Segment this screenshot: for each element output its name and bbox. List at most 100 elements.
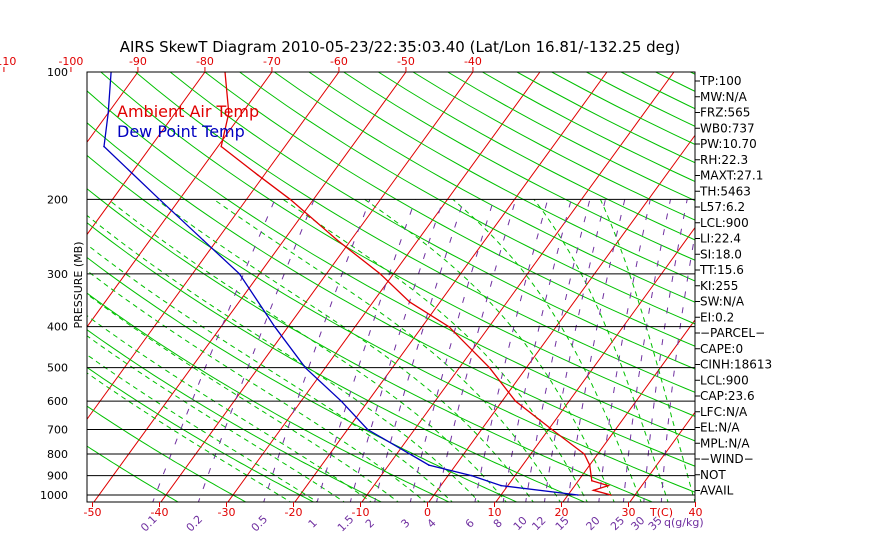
top-tick-label: -80	[196, 55, 214, 68]
mixing-ratio-unit: q(g/kg)	[664, 516, 704, 529]
bottom-temperature-ticks: -50 -40 -30 -20 -10 0 10 20 30 40	[84, 502, 702, 519]
isotherm-line	[160, 72, 474, 502]
isotherm-line	[629, 411, 695, 502]
profile-point	[336, 239, 339, 242]
isotherm-line	[227, 72, 541, 502]
temperature-profile-line	[220, 72, 612, 496]
mixing-ratio-line	[349, 199, 444, 502]
index-entry: EL:N/A	[700, 421, 740, 435]
pressure-tick-label: 800	[47, 448, 68, 461]
bottom-tick-label: -30	[218, 506, 236, 519]
dewpoint-profile-line	[103, 72, 579, 496]
index-entry: CINH:18613	[700, 358, 772, 372]
dry-adiabat-line	[87, 222, 586, 502]
index-entry: FRZ:565	[700, 106, 750, 120]
top-tick-label: -50	[397, 55, 415, 68]
isotherm-line	[294, 72, 608, 502]
bottom-tick-label: 30	[621, 506, 635, 519]
sounding-series	[103, 72, 612, 496]
moist-adiabat-line	[87, 214, 480, 502]
profile-point	[470, 474, 473, 477]
mixing-ratio-line	[436, 199, 517, 502]
pressure-tick-label: 300	[47, 268, 68, 281]
dry-adiabat-line	[87, 366, 315, 502]
dry-adiabat-line	[864, 72, 870, 504]
pressure-tick-label: 1000	[40, 489, 68, 502]
profile-point	[340, 400, 343, 403]
profile-point	[220, 145, 222, 148]
profile-point	[304, 366, 307, 369]
dry-adiabat-line	[87, 154, 695, 493]
moist-adiabat-lines	[87, 198, 695, 502]
mixing-ratio-tick-label: 12	[529, 514, 548, 533]
index-entry: −PARCEL−	[700, 326, 765, 340]
top-tick-label: -70	[263, 55, 281, 68]
profile-point	[514, 400, 517, 403]
bottom-tick-label: 40	[688, 506, 702, 519]
bottom-tick-label: -50	[84, 506, 102, 519]
mixing-ratio-line	[316, 199, 416, 502]
top-tick-label: -110	[0, 55, 16, 68]
mixing-ratio-line	[374, 199, 465, 502]
mixing-ratio-tick-label: 10	[511, 514, 530, 533]
index-entry: AVAIL	[700, 484, 734, 498]
index-entry: WB0:737	[700, 121, 755, 135]
moist-adiabat-line	[533, 198, 669, 502]
mixing-ratio-tick-label: 0.5	[249, 513, 271, 535]
mixing-ratio-line	[263, 199, 371, 502]
dry-adiabat-line	[829, 72, 870, 504]
dry-adiabat-line	[87, 405, 247, 502]
index-entry: TP:100	[699, 74, 742, 88]
profile-point	[273, 325, 276, 328]
top-tick-label: -90	[129, 55, 147, 68]
dry-adiabat-line	[87, 329, 383, 502]
profile-point	[107, 112, 109, 114]
index-entry: CAP:23.6	[700, 389, 755, 403]
grid-layer	[87, 72, 870, 504]
dry-adiabat-line	[87, 90, 695, 442]
moist-adiabat-line	[155, 198, 534, 502]
moist-adiabat-line	[364, 198, 615, 502]
dry-adiabat-line	[343, 72, 695, 261]
profile-point	[409, 301, 411, 303]
mixing-ratio-tick-label: 0.2	[184, 513, 206, 535]
bottom-tick-label: 20	[554, 506, 568, 519]
mixing-ratio-line	[525, 199, 591, 502]
mixing-ratio-line	[622, 199, 671, 502]
dry-adiabat-line	[87, 122, 695, 467]
index-entry: LI:22.4	[700, 232, 741, 246]
chart-title: AIRS SkewT Diagram 2010-05-23/22:35:03.4…	[120, 38, 681, 56]
profile-point	[103, 145, 105, 148]
top-tick-label: -40	[464, 55, 482, 68]
dry-adiabat-line	[378, 72, 695, 241]
dry-adiabat-line	[169, 72, 695, 370]
index-entry: MAXT:27.1	[700, 169, 763, 183]
pressure-tick-label: 500	[47, 362, 68, 375]
dry-adiabat-line	[760, 72, 870, 504]
profile-point	[592, 489, 595, 492]
dry-adiabat-line	[795, 72, 870, 504]
profile-point	[428, 464, 430, 466]
profile-point	[202, 239, 205, 242]
bottom-tick-label: -10	[352, 506, 370, 519]
mixing-ratio-tick-label: 2	[363, 516, 377, 530]
legend: Ambient Air Temp Dew Point Temp	[117, 102, 259, 141]
pressure-tick-label: 600	[47, 395, 68, 408]
dry-adiabat-line	[447, 72, 695, 202]
isotherm-line	[87, 72, 340, 421]
index-entry: MW:N/A	[700, 90, 748, 104]
index-entry: −WIND−	[700, 452, 754, 466]
mixing-ratio-line	[567, 199, 626, 502]
profile-point	[228, 112, 230, 114]
profile-point	[379, 273, 381, 275]
y-axis-label: PRESSURE (MB)	[72, 242, 85, 329]
top-tick-label: -100	[58, 55, 83, 68]
index-entry: RH:22.3	[700, 153, 748, 167]
moist-adiabat-line	[282, 198, 588, 502]
dry-adiabat-line	[655, 72, 695, 92]
plot-frame	[86, 71, 696, 503]
profile-point	[448, 325, 450, 328]
legend-entry-dewpoint: Dew Point Temp	[117, 122, 245, 141]
index-entry: SW:N/A	[700, 295, 745, 309]
